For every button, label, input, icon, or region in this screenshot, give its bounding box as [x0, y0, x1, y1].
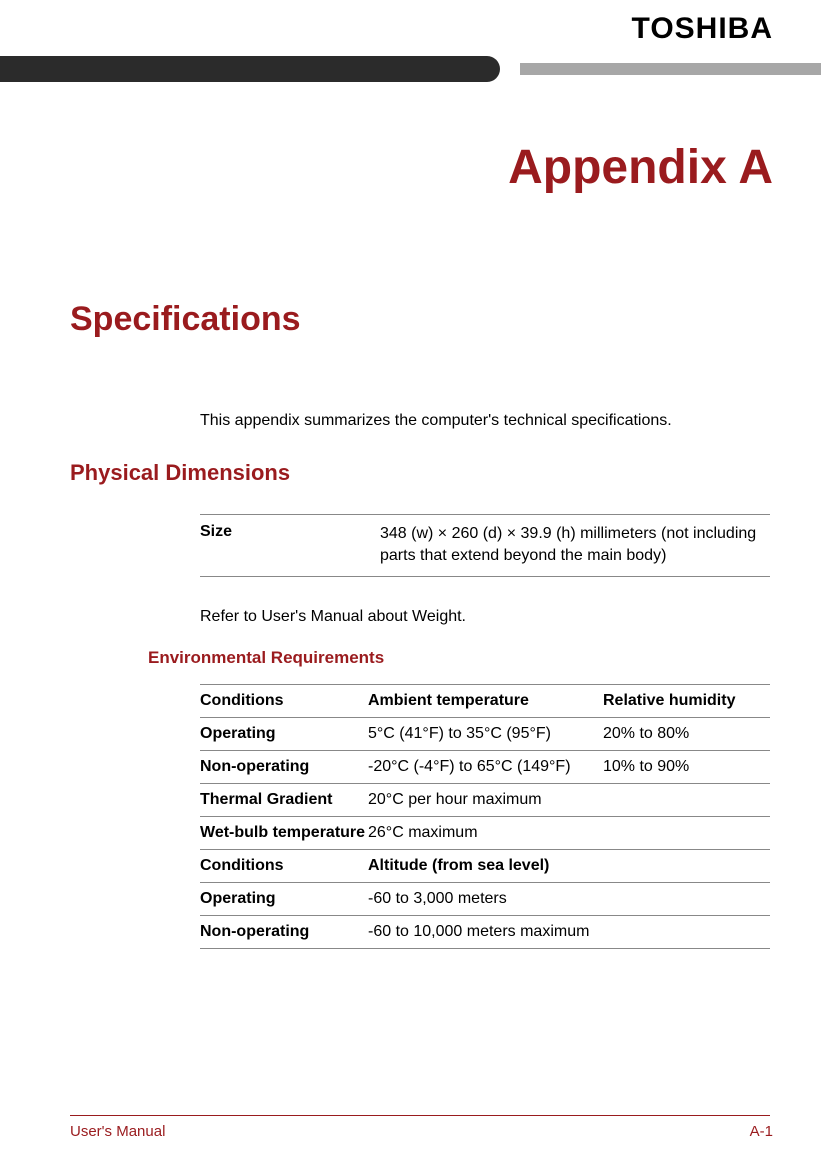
table-row: Operating5°C (41°F) to 35°C (95°F)20% to… — [200, 717, 770, 750]
table-row: Thermal Gradient20°C per hour maximum — [200, 783, 770, 816]
footer-left: User's Manual — [70, 1123, 165, 1140]
environmental-table: ConditionsAmbient temperatureRelative hu… — [200, 684, 770, 949]
cell-col2: -60 to 10,000 meters maximum — [368, 923, 603, 941]
cell-col2: Ambient temperature — [368, 692, 603, 710]
cell-col3: 10% to 90% — [603, 758, 770, 776]
subsection-heading-environmental: Environmental Requirements — [148, 648, 384, 668]
size-value: 348 (w) × 260 (d) × 39.9 (h) millimeters… — [380, 523, 770, 566]
table-row: Non-operating-20°C (-4°F) to 65°C (149°F… — [200, 750, 770, 783]
cell-condition: Thermal Gradient — [200, 791, 368, 809]
header-bar-dark — [0, 56, 500, 82]
footer-rule — [70, 1115, 770, 1116]
cell-condition: Non-operating — [200, 923, 368, 941]
page: TOSHIBA Appendix A Specifications This a… — [0, 0, 821, 1168]
section-heading-specifications: Specifications — [70, 300, 301, 339]
cell-col2: Altitude (from sea level) — [368, 857, 603, 875]
cell-condition: Non-operating — [200, 758, 368, 776]
table-row: Operating-60 to 3,000 meters — [200, 882, 770, 915]
table-row: Wet-bulb temperature26°C maximum — [200, 816, 770, 849]
size-label: Size — [200, 523, 380, 566]
table-row: ConditionsAmbient temperatureRelative hu… — [200, 684, 770, 717]
size-table: Size 348 (w) × 260 (d) × 39.9 (h) millim… — [200, 514, 770, 577]
cell-col2: -60 to 3,000 meters — [368, 890, 603, 908]
cell-condition: Conditions — [200, 692, 368, 710]
cell-col2: 5°C (41°F) to 35°C (95°F) — [368, 725, 603, 743]
cell-col2: -20°C (-4°F) to 65°C (149°F) — [368, 758, 603, 776]
subsection-heading-physical-dimensions: Physical Dimensions — [70, 460, 290, 486]
weight-note: Refer to User's Manual about Weight. — [200, 608, 466, 626]
cell-condition: Operating — [200, 890, 368, 908]
cell-col3: 20% to 80% — [603, 725, 770, 743]
cell-col2: 26°C maximum — [368, 824, 603, 842]
footer-right: A-1 — [750, 1123, 773, 1140]
cell-condition: Conditions — [200, 857, 368, 875]
brand-logo: TOSHIBA — [632, 12, 773, 46]
table-row: ConditionsAltitude (from sea level) — [200, 849, 770, 882]
appendix-title: Appendix A — [508, 140, 773, 195]
table-row: Size 348 (w) × 260 (d) × 39.9 (h) millim… — [200, 514, 770, 577]
header-bar-light — [520, 63, 821, 75]
table-row: Non-operating-60 to 10,000 meters maximu… — [200, 915, 770, 949]
cell-col3: Relative humidity — [603, 692, 770, 710]
header-bar — [0, 56, 821, 82]
cell-condition: Wet-bulb temperature — [200, 824, 368, 842]
cell-col2: 20°C per hour maximum — [368, 791, 603, 809]
intro-text: This appendix summarizes the computer's … — [200, 412, 672, 430]
cell-condition: Operating — [200, 725, 368, 743]
